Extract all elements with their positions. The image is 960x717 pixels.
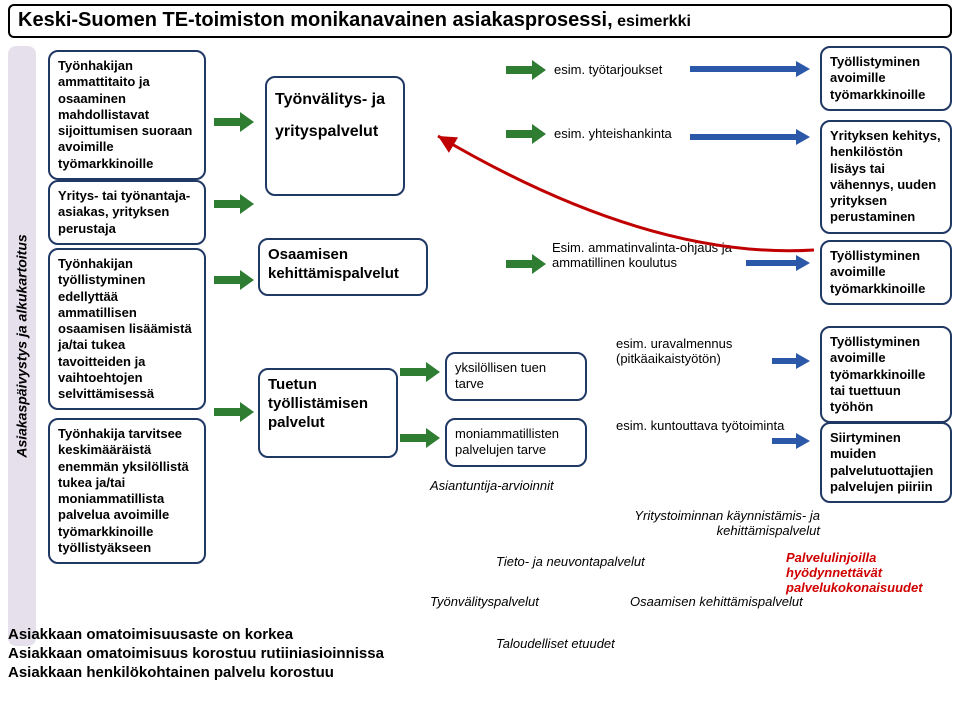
page-title: Keski-Suomen TE-toimiston monikanavainen… bbox=[18, 9, 613, 31]
example-4: esim. uravalmennus (pitkäaikaistyötön) bbox=[616, 336, 796, 366]
left-box-4: Työnhakija tarvitsee keskimääräistä enem… bbox=[48, 418, 206, 564]
label-yritys: Yritystoiminnan käynnistämis- ja kehittä… bbox=[570, 508, 820, 538]
arrow-green-2 bbox=[212, 192, 258, 216]
diagram-root: Keski-Suomen TE-toimiston monikanavainen… bbox=[0, 0, 960, 717]
blue-arr-1 bbox=[688, 60, 814, 78]
left-box-3: Työnhakijan työllistyminen edellyttää am… bbox=[48, 248, 206, 410]
blue-arr-4 bbox=[770, 432, 814, 450]
right-box-5: Siirtyminen muiden palvelutuottajien pal… bbox=[820, 422, 952, 503]
label-info: Tieto- ja neuvontapalvelut bbox=[496, 554, 645, 569]
right-box-4: Työllistyminen avoimille työmarkkinoille… bbox=[820, 326, 952, 423]
label-expert: Asiantuntija-arvioinnit bbox=[430, 478, 554, 493]
label-econ: Taloudelliset etuudet bbox=[496, 636, 615, 651]
arrow-green-1 bbox=[212, 110, 258, 134]
blue-arr-3 bbox=[770, 352, 814, 370]
example-5: esim. kuntouttava työtoiminta bbox=[616, 418, 796, 433]
red-arrow-up bbox=[408, 90, 818, 260]
sidebar-label: Asiakaspäivystys ja alkukartoitus bbox=[14, 234, 30, 457]
service-1: Työnvälitys- ja yrityspalvelut bbox=[265, 76, 405, 196]
need-1: yksilöllisen tuen tarve bbox=[445, 352, 587, 401]
left-box-2: Yritys- tai työnantaja-asiakas, yritykse… bbox=[48, 180, 206, 245]
need-2: moniammatillisten palvelujen tarve bbox=[445, 418, 587, 467]
service-3: Tuetun työllistämisen palvelut bbox=[258, 368, 398, 458]
arrow-need-2 bbox=[398, 426, 444, 450]
red-text: Palvelulinjoilla hyödynnettävätpalveluko… bbox=[786, 550, 956, 595]
page-title-suffix: esimerkki bbox=[613, 13, 691, 30]
right-box-1: Työllistyminen avoimille työmarkkinoille bbox=[820, 46, 952, 111]
service-2: Osaamisen kehittämispalvelut bbox=[258, 238, 428, 296]
right-box-2: Yrityksen kehitys, henkilöstön lisäys ta… bbox=[820, 120, 952, 234]
footer-lines: Asiakkaan omatoimisuusaste on korkea Asi… bbox=[8, 626, 478, 682]
sidebar-band: Asiakaspäivystys ja alkukartoitus bbox=[8, 46, 36, 646]
label-emp: Työnvälityspalvelut bbox=[430, 594, 539, 609]
right-box-3: Työllistyminen avoimille työmarkkinoille bbox=[820, 240, 952, 305]
arrow-green-4 bbox=[212, 400, 258, 424]
arrow-ex-1 bbox=[504, 58, 550, 82]
label-osa: Osaamisen kehittämispalvelut bbox=[630, 594, 803, 609]
blue-arr-1b bbox=[688, 128, 814, 146]
left-box-1: Työnhakijan ammattitaito ja osaaminen ma… bbox=[48, 50, 206, 180]
arrow-need-1 bbox=[398, 360, 444, 384]
blue-arr-2 bbox=[744, 254, 814, 272]
page-title-box: Keski-Suomen TE-toimiston monikanavainen… bbox=[8, 4, 952, 38]
arrow-green-3 bbox=[212, 268, 258, 292]
